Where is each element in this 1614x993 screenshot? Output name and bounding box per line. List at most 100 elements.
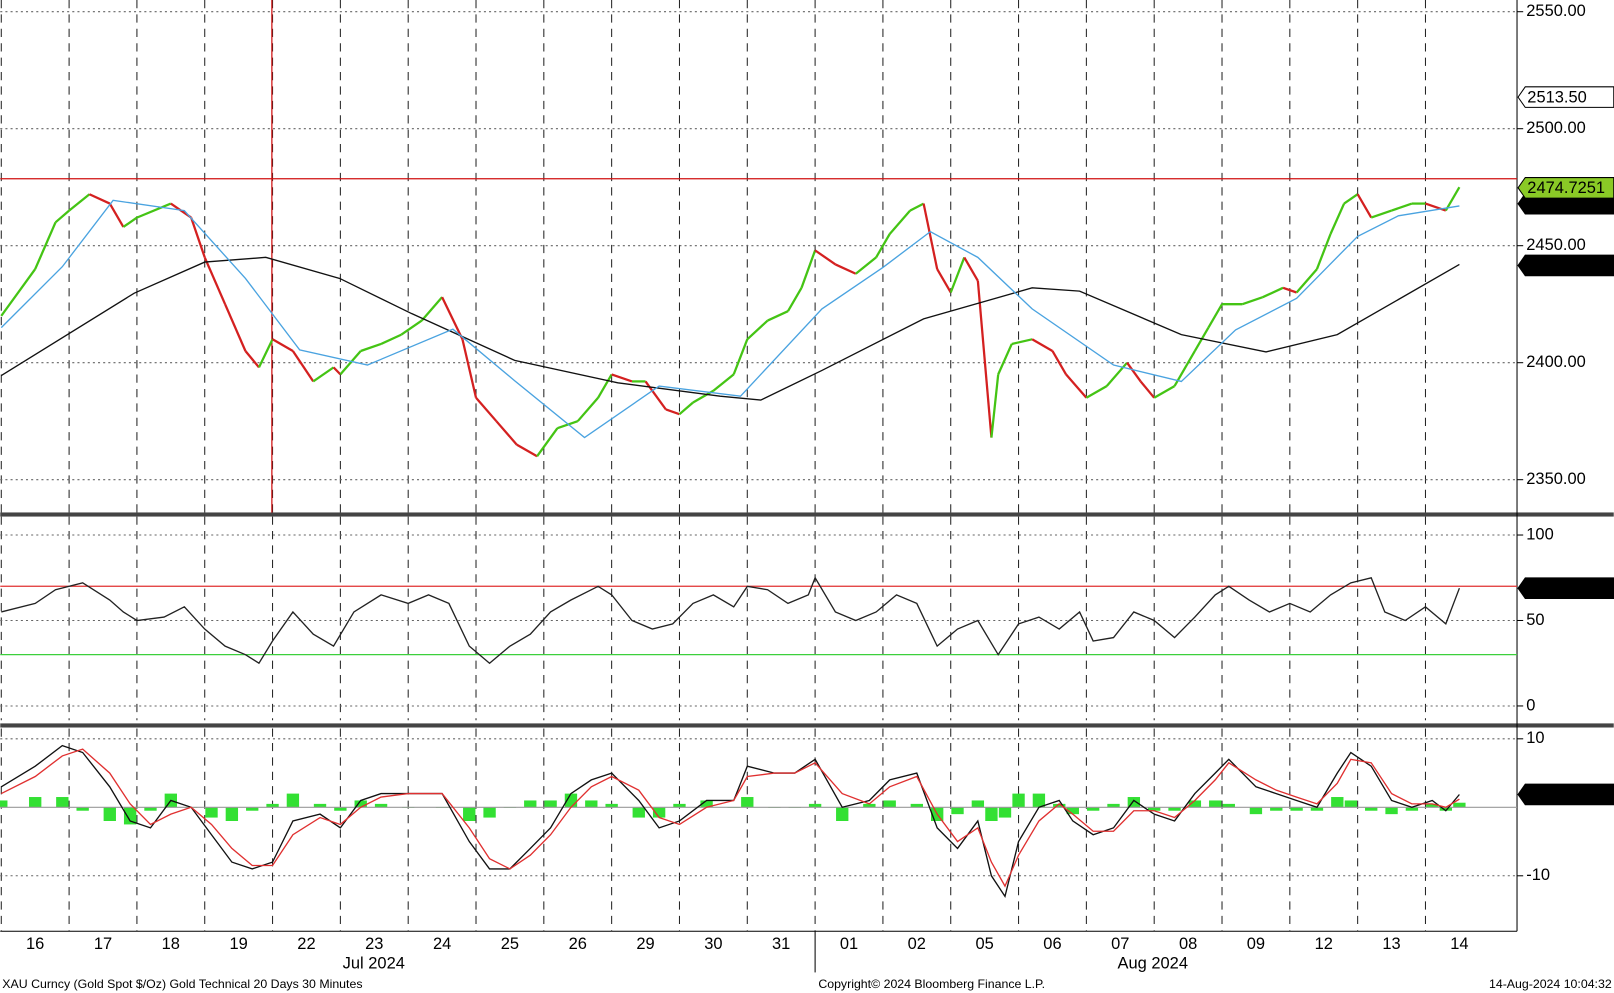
price-segment	[1031, 338, 1054, 352]
price-segment	[68, 193, 91, 212]
price-segment	[1126, 362, 1142, 383]
histogram-bar	[632, 807, 645, 818]
x-tick-label: 31	[772, 935, 790, 953]
price-segment	[1207, 303, 1223, 329]
price-segment	[536, 427, 559, 457]
price-segment	[54, 209, 70, 224]
price-segment	[0, 268, 37, 317]
histogram-bar	[652, 807, 666, 818]
histogram-bar	[374, 803, 388, 808]
histogram-bar	[998, 807, 1012, 818]
x-tick-label: 19	[229, 935, 247, 953]
price-segment	[1051, 350, 1068, 375]
price-segment	[291, 350, 315, 383]
price-segment	[1444, 186, 1461, 212]
y-tick-label: 50	[1526, 611, 1544, 629]
histogram-bar	[1310, 807, 1324, 811]
histogram-bar	[205, 807, 218, 818]
price-segment	[122, 216, 138, 228]
x-tick-label: 06	[1043, 935, 1061, 953]
price-segment	[976, 280, 993, 438]
price-segment	[922, 203, 939, 270]
price-segment	[963, 256, 979, 282]
price-segment	[1262, 286, 1284, 299]
price-segment	[888, 209, 911, 235]
price-segment	[190, 217, 206, 258]
price-segment	[203, 256, 227, 305]
price-segment	[461, 339, 478, 399]
price-segment	[1356, 193, 1373, 219]
value-marker-label: 2474.7251	[1527, 179, 1605, 197]
y-tick-label: 0	[1526, 696, 1535, 714]
value-marker-label: 2467.9233	[1527, 195, 1605, 213]
histogram-bar	[1188, 800, 1202, 808]
histogram-bar	[1148, 807, 1161, 811]
x-tick-label: 25	[501, 935, 519, 953]
price-segment	[224, 303, 247, 352]
x-tick-label: 18	[162, 935, 180, 953]
histogram-bar	[266, 803, 279, 808]
price-segment	[1139, 380, 1156, 399]
histogram-bar	[1249, 807, 1263, 815]
x-tick-label: 24	[433, 935, 451, 953]
price-segment	[936, 268, 952, 294]
x-tick-label: 23	[365, 935, 383, 953]
price-segment	[834, 263, 857, 275]
histogram-bar	[1012, 793, 1025, 808]
panel-separator	[0, 723, 1614, 728]
footer-left: XAU Curncy (Gold Spot $/Oz) Gold Technic…	[2, 977, 362, 991]
histogram-bar	[700, 800, 713, 808]
histogram-bar	[246, 807, 259, 811]
price-segment	[495, 420, 518, 446]
y-tick-label: -10	[1526, 866, 1550, 884]
price-segment	[1011, 338, 1033, 346]
histogram-bar	[103, 807, 116, 821]
x-tick-label: 17	[94, 935, 112, 953]
histogram-bar	[971, 800, 985, 808]
histogram-bar	[144, 807, 157, 811]
y-tick-label: 10	[1526, 729, 1544, 747]
histogram-bar	[741, 797, 754, 808]
x-tick-label: 07	[1111, 935, 1129, 953]
price-segment	[1425, 202, 1447, 212]
y-tick-label: 100	[1526, 525, 1553, 543]
price-segment	[814, 249, 837, 266]
y-tick-label: 2400.00	[1526, 353, 1585, 371]
value-marker-label: 2513.50	[1527, 88, 1586, 106]
histogram-bar	[29, 797, 42, 808]
price-segment	[1391, 202, 1413, 212]
histogram-bar	[863, 803, 876, 808]
x-tick-label: 16	[26, 935, 44, 953]
price-segment	[712, 373, 735, 392]
histogram-bar	[985, 807, 998, 821]
footer-right: 14-Aug-2024 10:04:32	[1489, 977, 1612, 991]
price-segment	[767, 310, 789, 322]
price-segment	[312, 366, 335, 383]
value-marker-label: 1.872	[1527, 786, 1568, 804]
y-tick-label: 2350.00	[1526, 470, 1585, 488]
histogram-bar	[524, 800, 537, 808]
histogram-bar	[313, 803, 327, 808]
histogram-bar	[1365, 807, 1378, 811]
price-segment	[678, 401, 694, 416]
price-segment	[136, 202, 172, 219]
panel-separator	[0, 512, 1614, 517]
price-segment	[1282, 286, 1297, 294]
histogram-bar	[1066, 807, 1079, 815]
x-tick-label: 12	[1315, 935, 1333, 953]
price-segment	[1241, 296, 1264, 306]
histogram-bar	[836, 807, 849, 821]
price-segment	[557, 420, 579, 430]
histogram-bar	[483, 807, 496, 818]
histogram-bar	[1107, 803, 1120, 808]
price-segment	[257, 338, 274, 368]
price-segment	[360, 342, 382, 353]
series-line	[0, 748, 1460, 888]
price-segment	[746, 319, 769, 341]
histogram-bar	[1270, 807, 1283, 811]
price-segment	[271, 338, 294, 352]
x-tick-label: 13	[1382, 935, 1400, 953]
x-tick-label: 22	[297, 935, 315, 953]
